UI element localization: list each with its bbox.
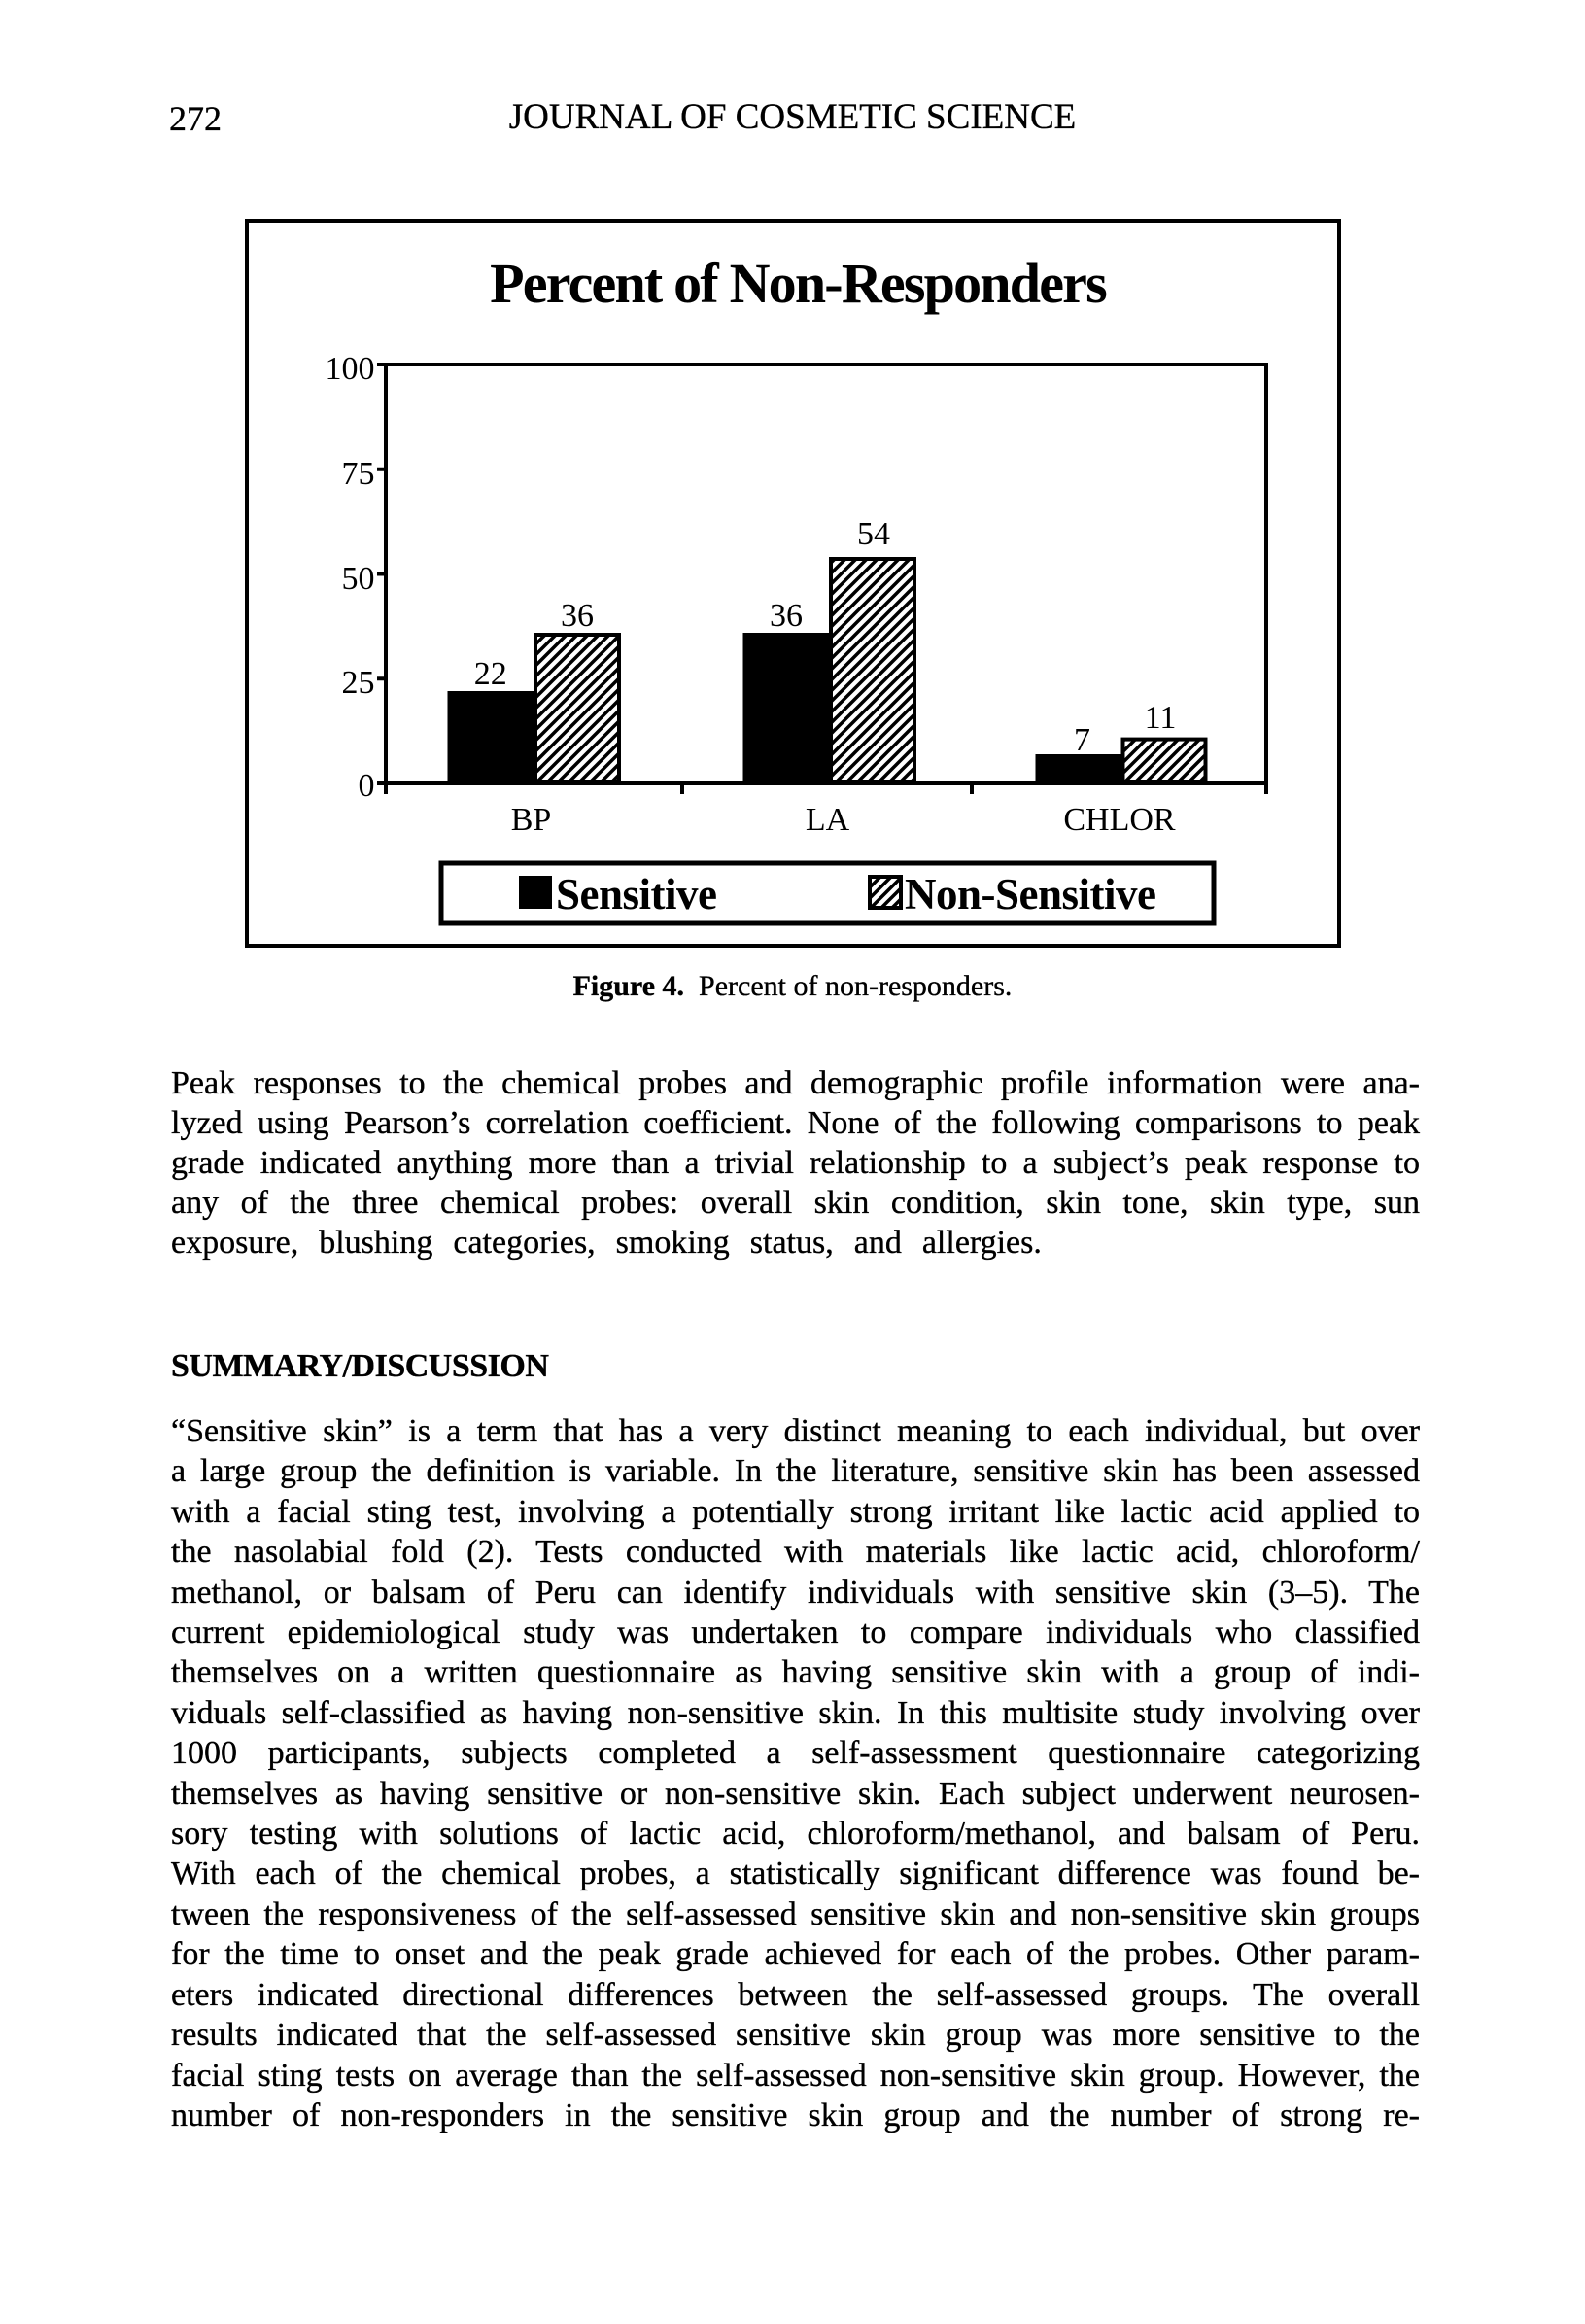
svg-text:36: 36 (770, 598, 803, 634)
svg-text:0: 0 (359, 768, 375, 804)
svg-text:11: 11 (1145, 700, 1177, 736)
svg-text:BP: BP (511, 802, 552, 838)
svg-text:Percent of Non-Responders: Percent of Non-Responders (490, 252, 1107, 315)
svg-text:LA: LA (806, 802, 850, 838)
svg-text:75: 75 (342, 456, 375, 492)
svg-text:Non-Sensitive: Non-Sensitive (905, 870, 1156, 919)
svg-text:CHLOR: CHLOR (1063, 802, 1176, 838)
svg-text:50: 50 (342, 561, 375, 597)
svg-text:36: 36 (561, 598, 594, 634)
svg-text:Sensitive: Sensitive (556, 870, 717, 919)
svg-text:54: 54 (857, 516, 890, 552)
svg-text:7: 7 (1074, 722, 1090, 758)
svg-text:100: 100 (326, 351, 375, 387)
svg-text:22: 22 (474, 656, 507, 692)
svg-text:25: 25 (342, 665, 375, 701)
